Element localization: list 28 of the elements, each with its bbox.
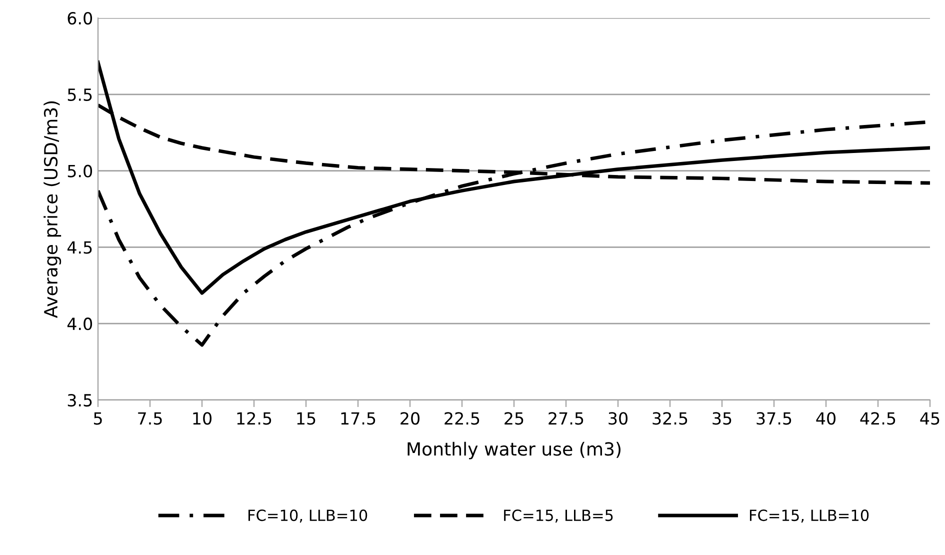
y-tick-label: 3.5 [68, 394, 92, 407]
x-tick-label: 37.5 [756, 412, 792, 425]
y-tick-label: 4.0 [67, 318, 92, 330]
y-tick-label: 4.5 [67, 241, 92, 254]
x-tick-label: 32.5 [652, 412, 688, 425]
x-tick-label: 25 [504, 412, 524, 425]
x-axis-title: Monthly water use (m3) [408, 442, 620, 460]
x-tick-label: 5 [94, 412, 102, 425]
legend-label: FC=15, LLB=5 [504, 510, 613, 523]
x-tick-label: 45 [920, 412, 940, 425]
legend-label: FC=15, LLB=10 [750, 510, 869, 523]
y-tick-label: 5.0 [68, 164, 92, 178]
x-tick-label: 7.5 [138, 412, 162, 425]
x-tick-label: 27.5 [548, 412, 584, 425]
x-tick-label: 30 [608, 412, 628, 425]
y-axis-title: Average price (USD/m3) [44, 101, 62, 318]
x-tick-label: 35 [712, 412, 732, 425]
y-tick-label: 6.0 [68, 12, 92, 25]
x-tick-label: 22.5 [444, 412, 480, 425]
legend-label: FC=10, LLB=10 [248, 510, 368, 523]
x-tick-label: 40 [816, 412, 836, 425]
x-tick-label: 20 [400, 412, 420, 425]
x-tick-label: 12.5 [237, 412, 272, 425]
x-tick-label: 15 [297, 412, 316, 425]
x-tick-label: 42.5 [860, 412, 896, 425]
x-tick-label: 17.5 [341, 412, 376, 425]
x-tick-label: 10 [193, 412, 212, 425]
y-tick-label: 5.5 [68, 88, 92, 101]
